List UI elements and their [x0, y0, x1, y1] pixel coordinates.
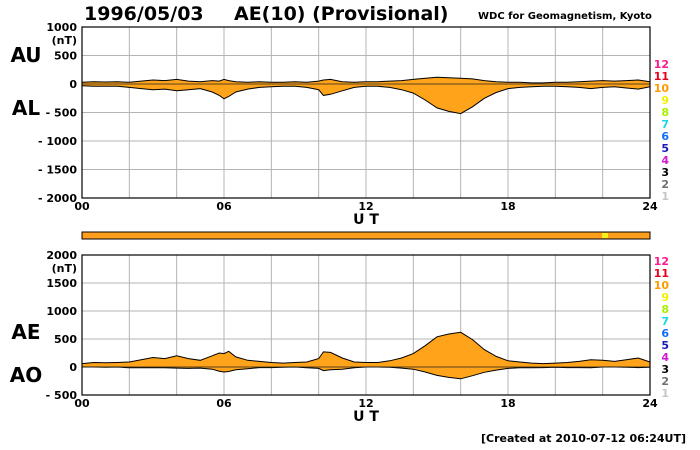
index-label-ae: AE [11, 320, 40, 344]
y-tick-label: - 500 [46, 107, 78, 120]
station-scale-3: 3 [661, 363, 669, 376]
chart-date: 1996/05/03 [84, 3, 204, 25]
station-count-marker [602, 233, 609, 238]
y-tick-label: - 1500 [38, 164, 77, 177]
y-tick-label: - 1000 [38, 135, 77, 148]
y-axis-unit: (nT) [52, 262, 77, 275]
station-scale-11: 11 [654, 267, 669, 280]
series-line-au [81, 76, 651, 84]
station-scale-3: 3 [661, 166, 669, 179]
x-tick-label: 06 [216, 200, 232, 213]
index-label-al: AL [12, 96, 40, 120]
y-tick-label: 2000 [46, 249, 77, 262]
station-scale-7: 7 [661, 118, 669, 131]
station-scale-10: 10 [654, 279, 670, 292]
station-scale-10: 10 [654, 82, 670, 95]
station-scale-8: 8 [661, 106, 669, 119]
credit-label: WDC for Geomagnetism, Kyoto [478, 11, 652, 22]
chart-panel-au-al [81, 26, 651, 199]
series-line-al [81, 85, 651, 115]
x-tick-label: 24 [642, 397, 658, 410]
y-tick-label: - 2000 [38, 192, 77, 205]
x-tick-label: 24 [642, 200, 658, 213]
x-tick-label: 00 [74, 397, 90, 410]
x-axis-label: U T [353, 212, 379, 228]
station-count-bar [81, 231, 651, 240]
y-tick-label: 500 [54, 50, 77, 63]
x-tick-label: 18 [500, 397, 515, 410]
y-tick-label: 0 [69, 361, 77, 374]
station-scale-6: 6 [661, 130, 669, 143]
x-tick-label: 12 [358, 200, 373, 213]
y-tick-label: - 500 [46, 389, 78, 402]
station-scale-1: 1 [661, 190, 669, 203]
chart-panel-ae-ao [81, 254, 651, 396]
station-scale-8: 8 [661, 303, 669, 316]
station-scale-2: 2 [661, 375, 669, 388]
x-tick-label: 12 [358, 397, 373, 410]
y-axis-unit: (nT) [52, 34, 77, 47]
created-timestamp: [Created at 2010-07-12 06:24UT] [481, 432, 687, 445]
y-tick-label: 0 [69, 78, 77, 91]
station-scale-9: 9 [661, 291, 669, 304]
station-scale-5: 5 [661, 339, 669, 352]
y-tick-label: 1000 [46, 305, 77, 318]
station-scale-9: 9 [661, 94, 669, 107]
y-tick-label: 1000 [46, 21, 77, 34]
series-line-ae [81, 331, 651, 365]
plot-frame [81, 26, 651, 199]
station-scale-5: 5 [661, 142, 669, 155]
station-scale-12: 12 [654, 255, 669, 268]
station-scale-11: 11 [654, 70, 669, 83]
index-label-ao: AO [10, 363, 42, 387]
station-scale-4: 4 [661, 351, 669, 364]
station-scale-2: 2 [661, 178, 669, 191]
x-axis-label: U T [353, 409, 379, 425]
station-scale-4: 4 [661, 154, 669, 167]
index-label-au: AU [10, 43, 41, 67]
y-tick-label: 1500 [46, 277, 77, 290]
y-tick-label: 500 [54, 333, 77, 346]
station-scale-12: 12 [654, 58, 669, 71]
area-fill [82, 77, 650, 114]
station-scale-1: 1 [661, 387, 669, 400]
series-line-ao [82, 366, 651, 380]
chart-title: AE(10) (Provisional) [234, 3, 449, 25]
plot-frame [81, 254, 651, 396]
station-scale-6: 6 [661, 327, 669, 340]
x-tick-label: 18 [500, 200, 515, 213]
station-scale-7: 7 [661, 315, 669, 328]
x-tick-label: 00 [74, 200, 90, 213]
x-tick-label: 06 [216, 397, 232, 410]
